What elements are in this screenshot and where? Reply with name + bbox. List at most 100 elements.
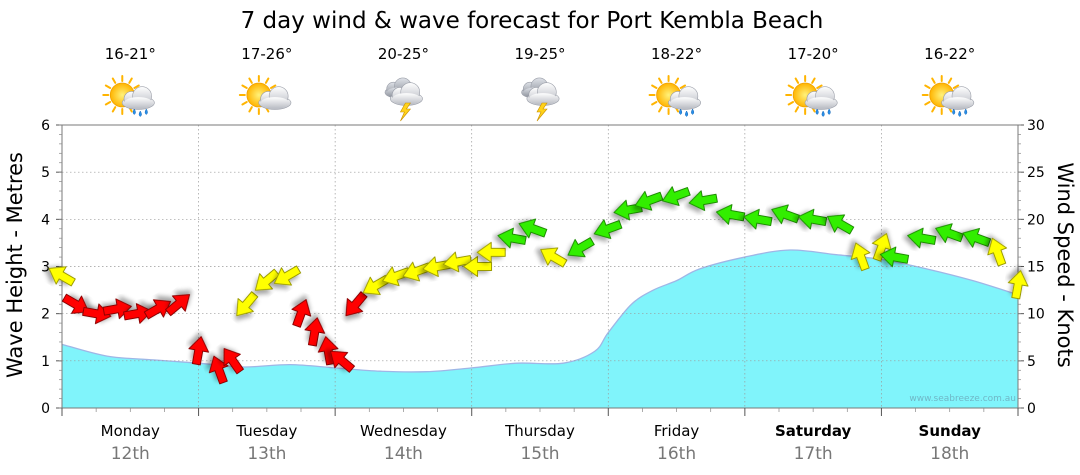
wind-arrow (567, 237, 595, 258)
wind-arrow (476, 241, 506, 263)
wind-arrow (291, 299, 312, 328)
cloud-shape (804, 86, 838, 110)
left-tick-label: 0 (41, 401, 50, 417)
temperature-range: 20-25° (378, 45, 429, 63)
rain-drops (815, 108, 831, 117)
wind-arrow (518, 218, 548, 239)
wind-arrow (236, 291, 259, 317)
axes: 0 1 2 3 4 5 6 0 5 10 15 20 25 30 Monday 12th Tuesday 13th… (41, 118, 1045, 464)
wave-height-area (62, 249, 1018, 408)
wind-arrow (771, 204, 800, 225)
wind-arrow (540, 247, 568, 268)
wind-arrow (123, 303, 153, 324)
wind-arrow (102, 298, 132, 320)
cloud-shape (526, 82, 560, 106)
wind-arrow (962, 227, 992, 248)
day-date-label: 14th (384, 444, 423, 464)
wind-arrow (48, 266, 76, 287)
wind-arrow (593, 219, 623, 240)
cloud-shape (389, 82, 423, 106)
right-axis-label: Wind Speed - Knots (1053, 162, 1077, 367)
temperature-range: 18-22° (651, 45, 702, 63)
sun-cloud-rain-icon (648, 75, 702, 117)
day-date-label: 18th (930, 444, 969, 464)
right-tick-label: 15 (1027, 260, 1045, 276)
left-tick-label: 3 (41, 260, 50, 276)
right-tick-label: 0 (1027, 401, 1036, 417)
temperature-range: 19-25° (514, 45, 565, 63)
day-name-label: Wednesday (360, 422, 447, 440)
wind-series (48, 186, 1029, 385)
wind-arrow (634, 190, 664, 211)
day-name-label: Tuesday (235, 422, 297, 440)
wind-arrow (143, 299, 172, 320)
cloud-shape (668, 86, 702, 110)
storm-cloud-icon (384, 77, 423, 122)
wind-arrow (871, 233, 892, 262)
day-date-label: 12th (111, 444, 150, 464)
sun-cloud-icon (238, 75, 292, 115)
rain-drops (952, 108, 968, 117)
cloud-shape (941, 86, 975, 110)
left-axis-label: Wave Height - Metres (3, 152, 27, 378)
day-name-label: Friday (654, 422, 700, 440)
wind-arrow (1007, 270, 1029, 300)
right-tick-label: 25 (1027, 165, 1045, 181)
day-name-label: Saturday (775, 422, 852, 440)
rain-drops (679, 108, 695, 117)
wind-arrow (223, 348, 244, 375)
wind-arrow (907, 227, 937, 249)
credit-text: www.seabreeze.com.au (909, 394, 1016, 404)
wind-arrow (329, 350, 356, 373)
wind-arrow (273, 265, 302, 286)
temperature-range: 16-21° (105, 45, 156, 63)
day-date-label: 16th (657, 444, 696, 464)
right-tick-label: 30 (1027, 118, 1045, 134)
day-date-label: 15th (520, 444, 559, 464)
day-date-label: 13th (247, 444, 286, 464)
wind-arrow (879, 246, 910, 268)
day-name-label: Sunday (919, 422, 982, 440)
wind-arrow (850, 242, 871, 272)
sun-cloud-rain-icon (102, 75, 155, 117)
left-tick-label: 1 (41, 354, 50, 370)
wind-arrow (61, 293, 90, 314)
left-tick-label: 5 (41, 165, 50, 181)
wind-arrow (743, 208, 773, 230)
left-tick-label: 6 (41, 118, 50, 134)
sun-cloud-rain-icon (921, 75, 975, 117)
wind-arrow (188, 336, 210, 366)
wind-arrow (715, 204, 746, 225)
temperature-range: 16-22° (924, 45, 975, 63)
wind-arrow (165, 294, 191, 317)
daily-weather-header: 16-21° 17-26° 20-25° 19-25° 18-22° 17-20° 16-2… (102, 45, 975, 122)
right-tick-label: 5 (1027, 354, 1036, 370)
wind-arrow (497, 227, 527, 249)
wind-arrow (826, 214, 855, 235)
wind-arrow (422, 256, 452, 278)
cloud-shape (121, 86, 155, 110)
chart-title: 7 day wind & wave forecast for Port Kemb… (241, 8, 824, 34)
lightning-bolt (399, 102, 412, 122)
storm-cloud-icon (521, 77, 560, 122)
wind-arrow (208, 355, 229, 385)
wave-height-line (61, 249, 1019, 373)
right-tick-label: 20 (1027, 212, 1045, 228)
temperature-range: 17-26° (241, 45, 292, 63)
cloud-shape (258, 86, 292, 110)
lightning-bolt (536, 102, 548, 122)
wind-arrow (304, 317, 326, 347)
wave-series (61, 249, 1019, 408)
day-name-label: Thursday (504, 422, 575, 440)
temperature-range: 17-20° (788, 45, 839, 63)
left-tick-label: 2 (41, 307, 50, 323)
wind-arrow (463, 256, 493, 277)
wind-arrow (935, 223, 964, 244)
day-name-label: Monday (101, 422, 160, 440)
wind-arrow (661, 186, 691, 206)
wind-arrow (987, 237, 1008, 267)
right-tick-label: 10 (1027, 307, 1045, 323)
sun-cloud-rain-icon (785, 75, 838, 117)
wind-arrow (797, 208, 828, 230)
